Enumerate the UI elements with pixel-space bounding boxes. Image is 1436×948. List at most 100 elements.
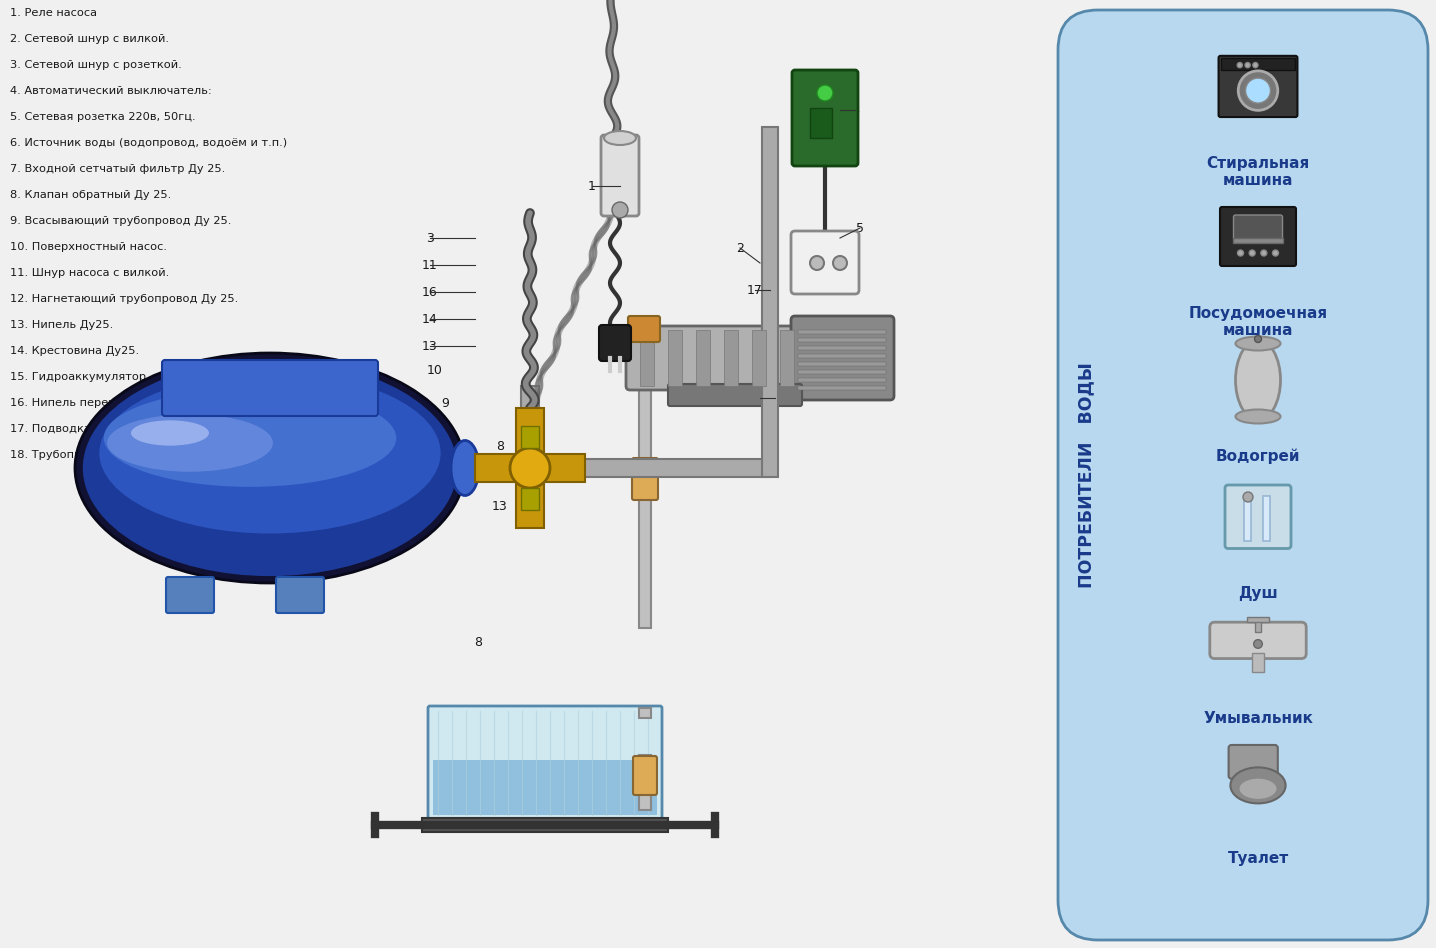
Text: 4. Автоматический выключатель:: 4. Автоматический выключатель: [10, 86, 211, 96]
Bar [521, 386, 538, 468]
Bar [798, 362, 886, 366]
FancyBboxPatch shape [626, 326, 834, 390]
Text: 1. Реле насоса: 1. Реле насоса [10, 8, 98, 18]
Bar [1234, 238, 1282, 243]
Text: 1: 1 [589, 179, 596, 192]
Bar [798, 378, 886, 382]
Bar [798, 370, 886, 374]
Text: 14. Крестовина Ду25.: 14. Крестовина Ду25. [10, 346, 139, 356]
FancyBboxPatch shape [632, 458, 658, 500]
Ellipse shape [1235, 410, 1281, 424]
FancyBboxPatch shape [1225, 485, 1291, 549]
Text: 17: 17 [747, 283, 763, 297]
Bar [460, 458, 530, 478]
Text: 7. Входной сетчатый фильтр Ду 25.: 7. Входной сетчатый фильтр Ду 25. [10, 164, 225, 174]
Text: 2. Сетевой шнур с вилкой.: 2. Сетевой шнур с вилкой. [10, 34, 169, 44]
Text: Посудомоечная
машина: Посудомоечная машина [1189, 306, 1327, 338]
Text: 12: 12 [493, 469, 508, 483]
FancyBboxPatch shape [162, 360, 378, 416]
Text: 16: 16 [422, 285, 438, 299]
Ellipse shape [75, 353, 465, 583]
Bar [475, 454, 584, 482]
FancyBboxPatch shape [633, 756, 658, 795]
Bar [521, 488, 538, 510]
Circle shape [833, 256, 847, 270]
Text: 10. Поверхностный насос.: 10. Поверхностный насос. [10, 242, 167, 252]
Text: 15: 15 [243, 517, 258, 530]
Text: 4: 4 [852, 103, 859, 117]
Circle shape [1272, 250, 1278, 256]
Bar [639, 340, 651, 628]
Ellipse shape [1235, 340, 1281, 420]
FancyBboxPatch shape [167, 577, 214, 613]
Bar [810, 108, 831, 138]
Bar [1221, 59, 1295, 70]
Text: 13: 13 [422, 339, 438, 353]
Text: 13: 13 [493, 500, 508, 513]
Bar [798, 354, 886, 358]
Circle shape [1238, 63, 1242, 67]
Bar [1252, 652, 1264, 672]
Text: 14: 14 [422, 313, 438, 325]
Bar [639, 708, 651, 718]
Text: 12. Нагнетающий трубопровод Ду 25.: 12. Нагнетающий трубопровод Ду 25. [10, 294, 238, 304]
Text: 9: 9 [441, 396, 449, 410]
Bar [724, 330, 738, 386]
Text: 7: 7 [475, 796, 484, 810]
Ellipse shape [605, 131, 636, 145]
Text: 6. Источник воды (водопровод, водоём и т.п.): 6. Источник воды (водопровод, водоём и т… [10, 138, 287, 148]
Ellipse shape [1235, 337, 1281, 351]
Text: 16. Нипель переходной Ду25 / Ду 15.: 16. Нипель переходной Ду25 / Ду 15. [10, 398, 234, 408]
Circle shape [1261, 250, 1267, 256]
Text: Стиральная
машина: Стиральная машина [1206, 156, 1310, 189]
Bar [668, 330, 682, 386]
Ellipse shape [108, 414, 273, 472]
FancyBboxPatch shape [793, 70, 857, 166]
Ellipse shape [451, 441, 480, 496]
FancyBboxPatch shape [1234, 215, 1282, 240]
Ellipse shape [131, 420, 210, 446]
Ellipse shape [83, 360, 457, 576]
Circle shape [817, 85, 833, 101]
FancyBboxPatch shape [1229, 745, 1278, 779]
Circle shape [612, 202, 628, 218]
Text: 3. Сетевой шнур с розеткой.: 3. Сетевой шнур с розеткой. [10, 60, 182, 70]
FancyBboxPatch shape [1221, 207, 1297, 266]
Text: 18. Трубопровод к потребителям воды.: 18. Трубопровод к потребителям воды. [10, 450, 248, 460]
Bar [640, 330, 653, 386]
FancyBboxPatch shape [1209, 622, 1307, 659]
Text: 8: 8 [474, 636, 482, 649]
Circle shape [810, 256, 824, 270]
Bar [798, 330, 886, 334]
Text: 5. Сетевая розетка 220в, 50гц.: 5. Сетевая розетка 220в, 50гц. [10, 112, 195, 122]
Text: 10: 10 [426, 363, 442, 376]
Text: 11. Шнур насоса с вилкой.: 11. Шнур насоса с вилкой. [10, 268, 169, 278]
Text: Душ: Душ [1238, 586, 1278, 601]
Text: ПОТРЕБИТЕЛИ   ВОДЫ: ПОТРЕБИТЕЛИ ВОДЫ [1077, 362, 1096, 588]
Circle shape [1245, 78, 1271, 103]
Bar [1244, 496, 1251, 540]
FancyBboxPatch shape [602, 135, 639, 216]
FancyBboxPatch shape [791, 316, 895, 400]
Bar [798, 346, 886, 350]
Bar [639, 755, 651, 810]
Bar [798, 386, 886, 390]
Text: 2: 2 [737, 242, 744, 254]
Circle shape [1249, 250, 1255, 256]
Ellipse shape [1231, 767, 1285, 803]
Circle shape [1238, 71, 1278, 110]
Text: 17. Подводка гибкая Ду 15.: 17. Подводка гибкая Ду 15. [10, 424, 177, 434]
Text: 9. Всасывающий трубопровод Ду 25.: 9. Всасывающий трубопровод Ду 25. [10, 216, 231, 226]
Circle shape [1244, 492, 1254, 502]
FancyBboxPatch shape [276, 577, 325, 613]
FancyBboxPatch shape [668, 384, 801, 406]
Text: 13. Нипель Ду25.: 13. Нипель Ду25. [10, 320, 113, 330]
Circle shape [1254, 640, 1262, 648]
FancyBboxPatch shape [628, 316, 661, 342]
FancyBboxPatch shape [1058, 10, 1427, 940]
Bar [521, 426, 538, 448]
FancyBboxPatch shape [1219, 56, 1298, 117]
Bar [696, 330, 709, 386]
Text: 15. Гидроаккумулятор.: 15. Гидроаккумулятор. [10, 372, 149, 382]
Circle shape [1252, 63, 1258, 67]
